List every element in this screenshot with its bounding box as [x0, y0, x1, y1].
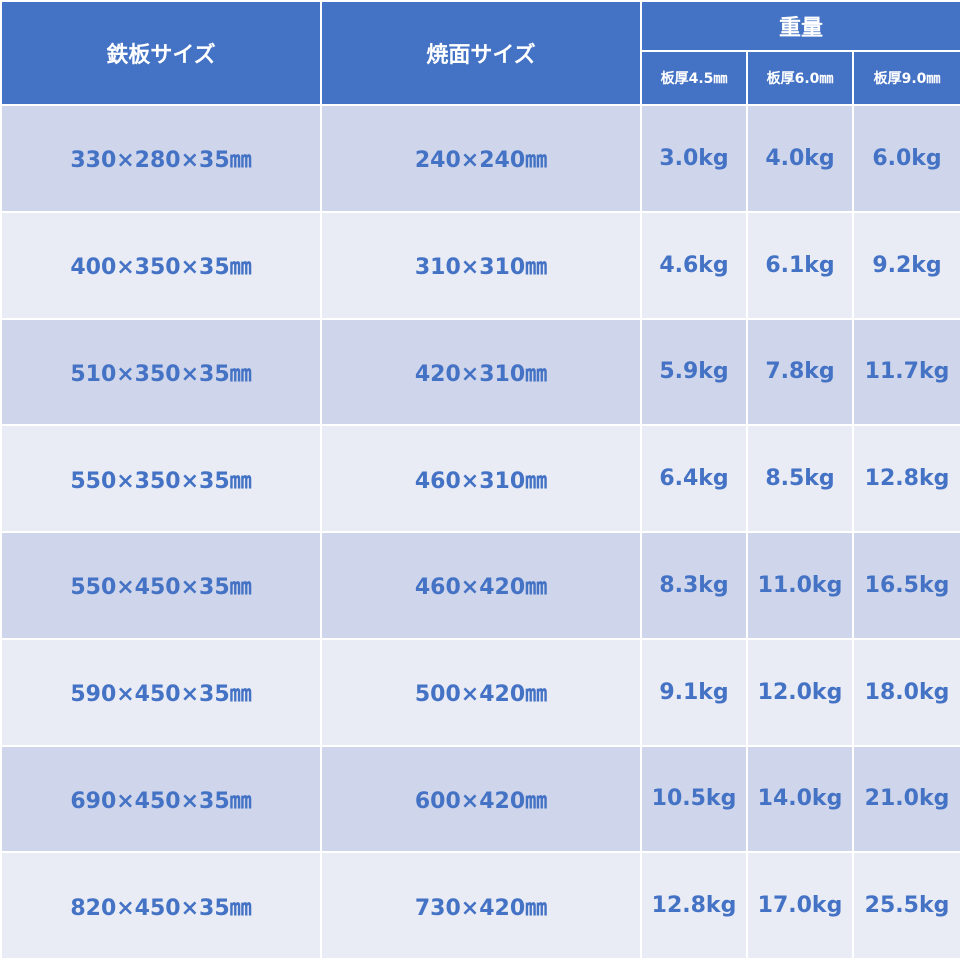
header-cell: 焼面サイズ: [320, 0, 642, 106]
table-cell: 330×280×35㎜: [0, 104, 322, 213]
table-cell: 10.5kg: [640, 744, 748, 854]
table-cell: 820×450×35㎜: [0, 851, 322, 960]
table-cell: 6.4kg: [640, 424, 748, 533]
table-cell: 14.0kg: [746, 744, 854, 854]
header-cell: 重量: [639, 0, 960, 52]
table-body: 330×280×35㎜ 240×240㎜ 3.0kg 4.0kg 6.0kg 400×35…: [0, 104, 960, 960]
table-cell: 420×310㎜: [320, 317, 642, 427]
header-cell: 板厚9.0㎜: [851, 50, 960, 106]
table-cell: 550×450×35㎜: [0, 531, 322, 640]
table-cell: 9.1kg: [640, 637, 748, 747]
table-cell: 240×240㎜: [320, 104, 642, 213]
table-cell: 4.6kg: [640, 210, 748, 320]
table-cell: 510×350×35㎜: [0, 317, 322, 427]
table-cell: 550×350×35㎜: [0, 424, 322, 533]
table-cell: 3.0kg: [640, 104, 748, 213]
table-row: 510×350×35㎜ 420×310㎜ 5.9kg 7.8kg 11.7kg: [0, 317, 960, 427]
table-cell: 4.0kg: [746, 104, 854, 213]
table-cell: 12.8kg: [640, 851, 748, 960]
table-row: 400×350×35㎜ 310×310㎜ 4.6kg 6.1kg 9.2kg: [0, 210, 960, 320]
table-cell: 11.7kg: [851, 317, 960, 427]
table-cell: 21.0kg: [851, 744, 960, 854]
table-row: 550×350×35㎜ 460×310㎜ 6.4kg 8.5kg 12.8kg: [0, 424, 960, 533]
table-row: 690×450×35㎜ 600×420㎜ 10.5kg 14.0kg 21.0kg: [0, 744, 960, 854]
table-cell: 500×420㎜: [320, 637, 642, 747]
table-cell: 12.8kg: [851, 424, 960, 533]
header-cell: 鉄板サイズ: [0, 0, 322, 106]
table-cell: 6.0kg: [851, 104, 960, 213]
table-row: 590×450×35㎜ 500×420㎜ 9.1kg 12.0kg 18.0kg: [0, 637, 960, 747]
table-cell: 8.5kg: [746, 424, 854, 533]
table-cell: 25.5kg: [851, 851, 960, 960]
table-cell: 11.0kg: [746, 531, 854, 640]
table-cell: 460×310㎜: [320, 424, 642, 533]
table-cell: 18.0kg: [851, 637, 960, 747]
table-cell: 400×350×35㎜: [0, 210, 322, 320]
table-cell: 9.2kg: [851, 210, 960, 320]
header-row: 板厚4.5㎜ 板厚6.0㎜ 板厚9.0㎜: [1, 50, 960, 106]
table-header: 鉄板サイズ 焼面サイズ 重量 板厚4.5㎜ 板厚6.0㎜ 板厚9.0㎜: [0, 0, 960, 106]
table-cell: 460×420㎜: [320, 531, 642, 640]
table-cell: 310×310㎜: [320, 210, 642, 320]
table-row: 330×280×35㎜ 240×240㎜ 3.0kg 4.0kg 6.0kg: [0, 104, 960, 213]
header-cell: 板厚6.0㎜: [746, 50, 854, 106]
table-cell: 600×420㎜: [320, 744, 642, 854]
table-cell: 12.0kg: [746, 637, 854, 747]
table-cell: 730×420㎜: [320, 851, 642, 960]
table-cell: 5.9kg: [640, 317, 748, 427]
table-row: 820×450×35㎜ 730×420㎜ 12.8kg 17.0kg 25.5kg: [0, 851, 960, 960]
table-cell: 7.8kg: [746, 317, 854, 427]
table-cell: 17.0kg: [746, 851, 854, 960]
header-row: 鉄板サイズ 焼面サイズ 重量: [0, 0, 960, 106]
table-cell: 16.5kg: [851, 531, 960, 640]
table-cell: 690×450×35㎜: [0, 744, 322, 854]
table-row: 550×450×35㎜ 460×420㎜ 8.3kg 11.0kg 16.5kg: [0, 531, 960, 640]
table-cell: 6.1kg: [746, 210, 854, 320]
table-cell: 8.3kg: [640, 531, 748, 640]
table-cell: 590×450×35㎜: [0, 637, 322, 747]
header-cell: 板厚4.5㎜: [640, 50, 748, 106]
